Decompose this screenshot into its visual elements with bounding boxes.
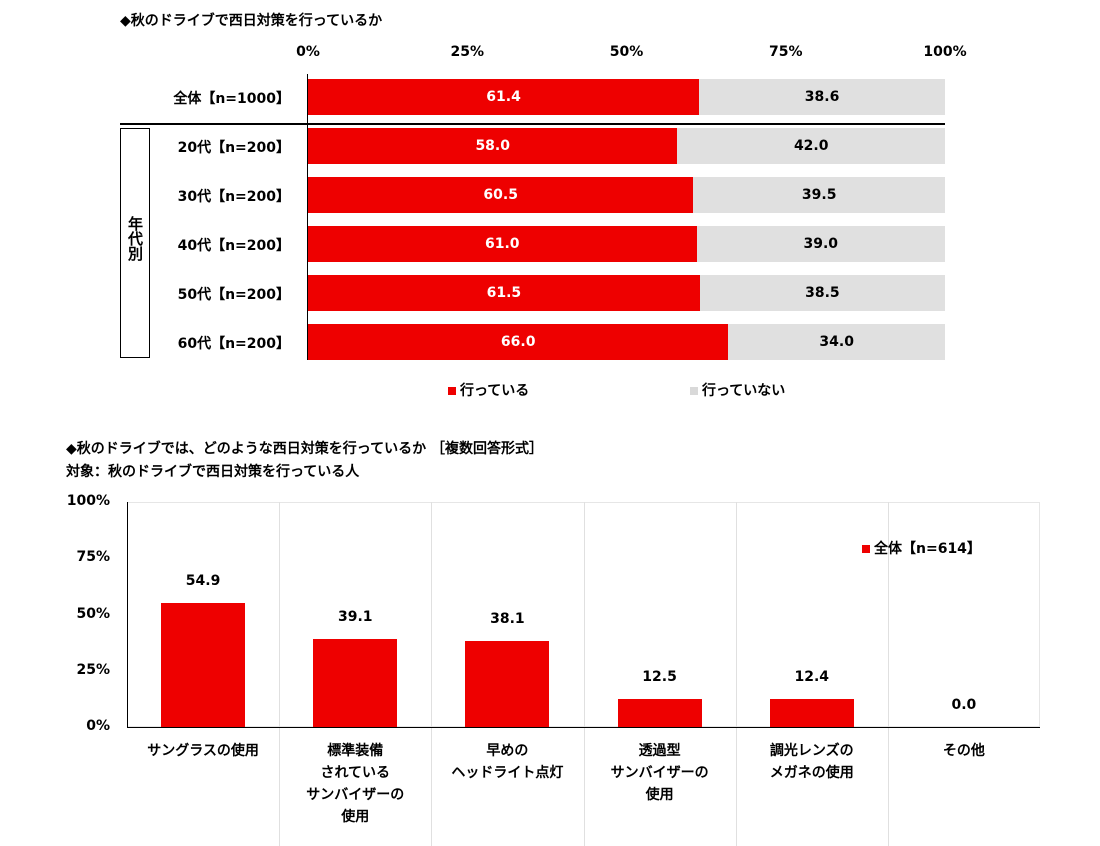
bar-value-label: 39.1: [337, 609, 373, 626]
category-label-line: メガネの使用: [769, 765, 854, 781]
bar: [465, 641, 550, 727]
bar-value-label: 54.9: [185, 573, 221, 590]
bar-doing: [308, 177, 694, 213]
value-label-doing: 61.4: [486, 89, 521, 105]
value-label-doing: 61.5: [486, 285, 522, 301]
bar-not-doing: [693, 177, 945, 213]
row-label: 60代【n=200】: [177, 336, 290, 352]
category-label-line: サングラスの使用: [147, 743, 259, 759]
value-label-not-doing: 38.5: [805, 285, 840, 301]
legend-swatch-all: [862, 545, 870, 553]
legend-doing-label: 行っている: [460, 383, 530, 399]
chart1-title: ◆秋のドライブで西日対策を行っているか: [120, 13, 383, 29]
category-label: その他: [889, 740, 1039, 762]
y-tick-label: 50%: [76, 605, 110, 622]
category-label-line: 使用: [645, 787, 674, 803]
category-label: サングラスの使用: [128, 740, 278, 762]
category-label-line: 早めの: [486, 743, 529, 759]
y-tick-label: 25%: [76, 661, 110, 678]
bar-doing: [308, 128, 678, 164]
chart2-subtitle: 対象：秋のドライブで西日対策を行っている人: [66, 464, 360, 480]
chart1-separator: [120, 123, 945, 125]
category-label: 透過型サンバイザーの 使用: [585, 740, 735, 806]
category-separator: [887, 502, 889, 846]
value-label-doing: 61.0: [485, 236, 520, 252]
value-label-doing: 60.5: [483, 187, 518, 203]
value-label-doing: 66.0: [500, 334, 536, 350]
x-axis-line: [127, 727, 1040, 728]
legend-all: 全体【n=614】: [862, 538, 981, 558]
y-axis-line: [307, 74, 308, 360]
category-label-line: 使用: [341, 809, 370, 825]
category-label-line: 標準装備: [327, 743, 384, 759]
bar-doing: [308, 275, 700, 311]
legend-swatch-gray: [690, 387, 698, 395]
bar-not-doing: [699, 275, 945, 311]
bar: [313, 639, 398, 727]
row-label: 全体【n=1000】: [173, 91, 290, 107]
x-tick-label: 100%: [923, 44, 967, 60]
bar-value-label: 12.5: [642, 668, 677, 685]
group-label: 年代別: [120, 216, 150, 266]
group-box: [120, 128, 150, 358]
category-label-line: その他: [942, 743, 985, 759]
chart2-title: ◆秋のドライブでは、どのような西日対策を行っているか ［複数回答形式］: [66, 441, 543, 457]
category-label: 標準装備されているサンバイザーの 使用: [280, 740, 430, 828]
group-label-text: 年代別: [126, 216, 144, 261]
value-label-not-doing: 34.0: [819, 334, 854, 350]
bar-value-label: 12.4: [794, 669, 830, 686]
legend-swatch-red: [448, 387, 456, 395]
row-label: 40代【n=200】: [177, 238, 290, 254]
legend-not-doing: 行っていない: [690, 380, 785, 400]
y-tick-label: 100%: [66, 493, 110, 509]
x-tick-label: 25%: [450, 44, 485, 60]
value-label-not-doing: 39.5: [801, 187, 837, 203]
category-separator: [583, 502, 585, 846]
y-tick-label: 0%: [86, 718, 110, 734]
bar: [161, 603, 246, 727]
x-tick-label: 75%: [768, 44, 803, 60]
category-label-line: 透過型: [638, 743, 681, 759]
x-tick-label: 0%: [296, 44, 320, 60]
row-label: 30代【n=200】: [177, 189, 290, 205]
category-label-line: サンバイザーの: [306, 787, 405, 803]
value-label-not-doing: 42.0: [793, 138, 829, 154]
category-separator: [431, 502, 433, 846]
bar-not-doing: [728, 324, 945, 360]
bar-not-doing: [677, 128, 945, 164]
category-label-line: ヘッドライト点灯: [451, 765, 564, 781]
row-label: 20代【n=200】: [177, 140, 290, 156]
bar-doing: [308, 226, 697, 262]
category-label: 早めのヘッドライト点灯: [432, 740, 582, 784]
row-label: 50代【n=200】: [177, 287, 290, 303]
bar: [769, 699, 854, 727]
value-label-doing: 58.0: [475, 138, 510, 154]
bar-value-label: 38.1: [490, 611, 525, 628]
value-label-not-doing: 39.0: [803, 236, 839, 252]
bar-not-doing: [696, 226, 945, 262]
y-axis-line: [127, 502, 128, 727]
y-tick-label: 75%: [76, 549, 110, 566]
bar-doing: [308, 324, 729, 360]
bar-value-label: 0.0: [951, 697, 977, 713]
bar-not-doing: [699, 79, 945, 115]
category-label-line: されている: [320, 765, 391, 781]
category-separator: [735, 502, 737, 846]
legend-all-label: 全体【n=614】: [874, 541, 981, 557]
bar: [617, 698, 702, 727]
x-tick-label: 50%: [609, 44, 644, 60]
category-label-line: サンバイザーの: [610, 765, 709, 781]
category-label: 調光レンズの メガネの使用: [737, 740, 887, 784]
category-separator: [279, 502, 281, 846]
legend-not-doing-label: 行っていない: [702, 383, 786, 399]
legend-doing: 行っている: [448, 380, 529, 400]
category-label-line: 調光レンズの: [769, 743, 854, 759]
value-label-not-doing: 38.6: [804, 89, 840, 105]
bar-doing: [308, 79, 700, 115]
